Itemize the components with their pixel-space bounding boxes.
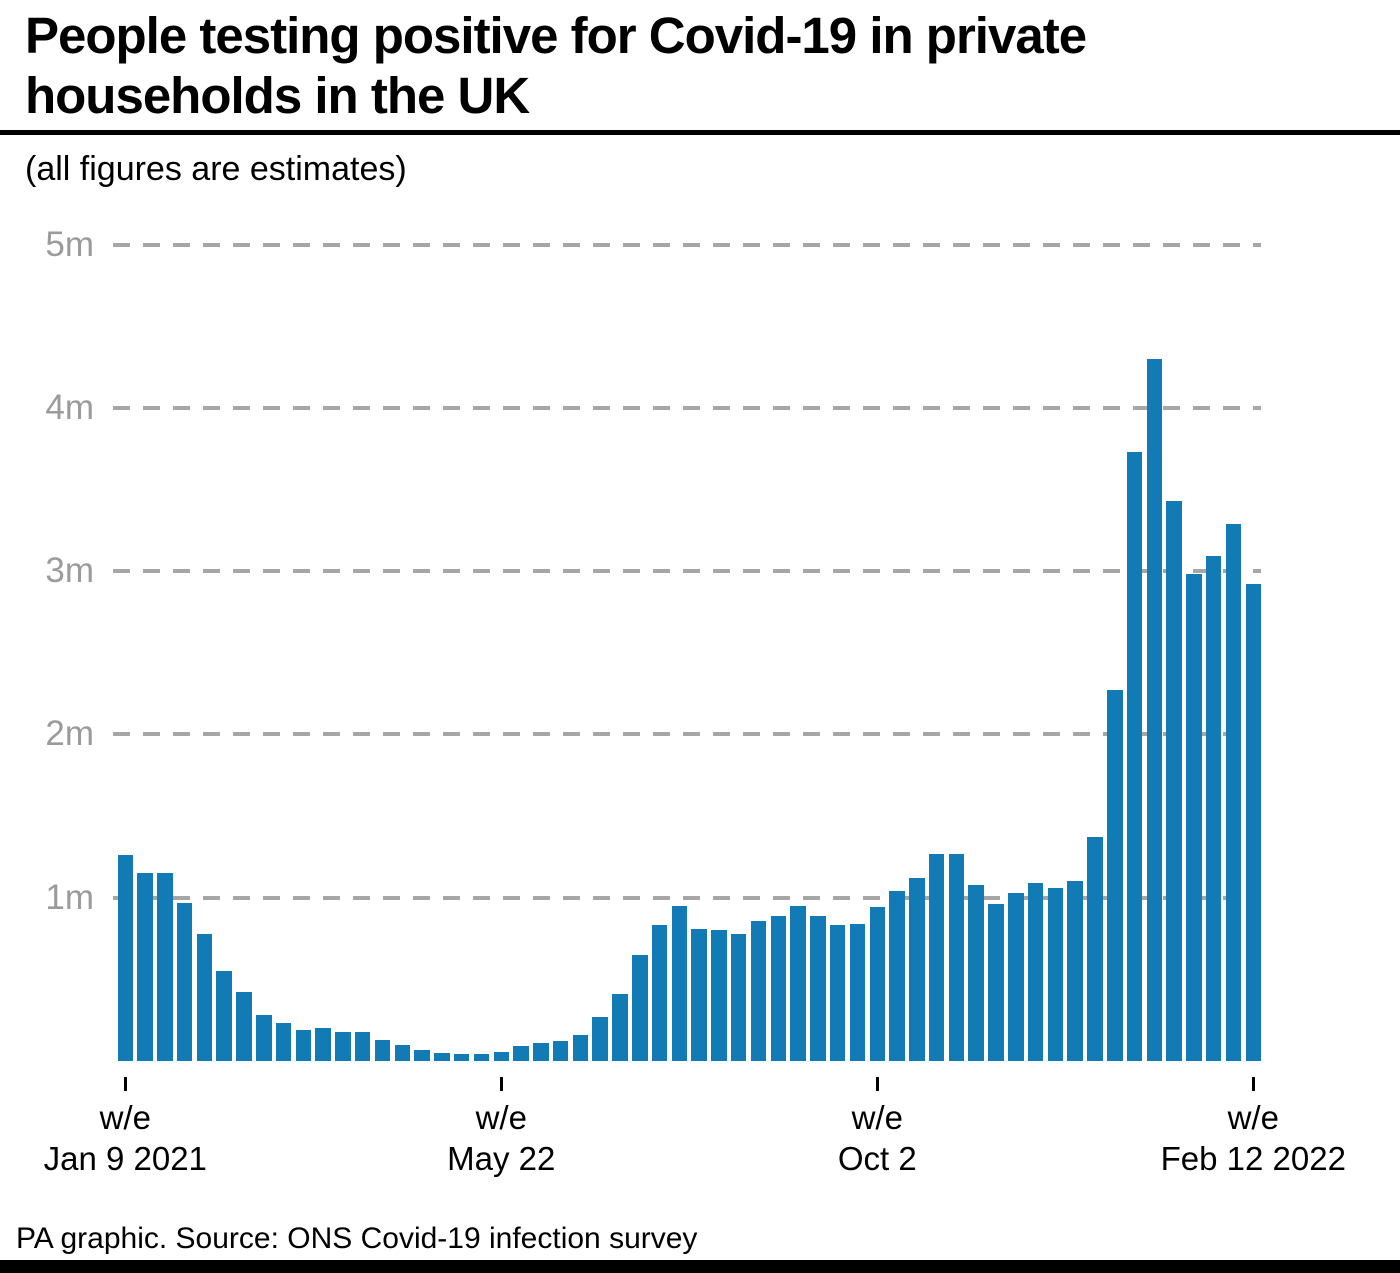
bar-we-Jun-19 (572, 1035, 589, 1061)
gridline-1m (113, 895, 1261, 900)
y-axis-label-5m: 5m (45, 224, 94, 264)
bar-we-Jan-1-2022 (1126, 452, 1143, 1061)
bar-we-Feb-13 (216, 971, 232, 1061)
bar-we-Apr-3 (354, 1032, 371, 1061)
bar-we-Aug-21 (750, 921, 767, 1061)
x-axis-label-we-prefix: w/e (99, 1099, 151, 1136)
y-axis-label-4m: 4m (45, 387, 94, 427)
bar-we-Feb-12 (1245, 584, 1262, 1061)
bar-we-Jan-23 (157, 873, 173, 1061)
bar-we-Dec-11 (1067, 881, 1083, 1061)
bottom-border-bar (0, 1260, 1400, 1273)
x-axis-label-Oct-2: w/e Oct 2 (838, 1097, 917, 1179)
bar-we-May-29 (513, 1046, 529, 1061)
bar-we-May-1 (434, 1053, 450, 1061)
bar-we-May-15 (473, 1054, 490, 1061)
y-axis-label-2m: 2m (45, 714, 94, 754)
bar-we-Apr-24 (414, 1050, 430, 1061)
bar-we-Nov-27 (1027, 883, 1044, 1061)
chart-title-line1: People testing positive for Covid-19 in … (25, 7, 1087, 64)
gridline-2m (113, 732, 1261, 737)
bar-we-Aug-28 (770, 916, 787, 1061)
bar-we-Oct-23 (928, 854, 945, 1061)
bar-we-Mar-20 (315, 1028, 331, 1061)
bar-we-Jun-26 (592, 1017, 608, 1061)
y-axis-label-3m: 3m (45, 551, 94, 591)
bar-we-Mar-13 (295, 1030, 312, 1061)
x-axis-label-Jan-9-2021: w/e Jan 9 2021 (44, 1097, 207, 1179)
bar-we-Aug-7 (711, 930, 727, 1061)
x-axis-label-date: May 22 (447, 1140, 556, 1177)
x-axis-label-date: Feb 12 2022 (1160, 1140, 1346, 1177)
bar-we-Jul-17 (651, 925, 668, 1061)
bar-we-Apr-10 (374, 1040, 391, 1061)
bar-we-Dec-4 (1047, 888, 1064, 1061)
x-axis-label-May-22: w/e May 22 (447, 1097, 555, 1179)
bar-we-Jul-31 (691, 929, 707, 1061)
bar-we-Jul-3 (612, 994, 628, 1061)
bar-we-Jun-12 (552, 1041, 569, 1061)
bar-we-Jan-30 (176, 903, 193, 1061)
bar-we-May-22 (493, 1052, 509, 1061)
title-divider-rule (0, 130, 1400, 135)
bar-we-Mar-6 (275, 1023, 292, 1061)
bar-we-Feb-27 (256, 1015, 272, 1061)
bar-we-Oct-16 (909, 878, 925, 1061)
bar-we-Nov-6 (968, 885, 984, 1061)
bar-we-Jul-24 (671, 906, 688, 1061)
chart-title-line2: households in the UK (25, 67, 530, 124)
bar-we-Aug-14 (730, 934, 747, 1061)
bar-we-Jan-29 (1205, 556, 1222, 1061)
chart-title: People testing positive for Covid-19 in … (25, 6, 1305, 126)
x-axis-label-date: Oct 2 (837, 1140, 917, 1177)
bar-we-Sep-25 (849, 924, 866, 1061)
gridline-5m (113, 242, 1261, 247)
x-axis-tick-Feb-12-2022 (1251, 1077, 1255, 1091)
bar-we-Jan-22 (1186, 574, 1202, 1061)
chart-subtitle: (all figures are estimates) (25, 150, 407, 188)
x-axis-label-date: Jan 9 2021 (43, 1140, 207, 1177)
x-axis-tick-May-22 (499, 1077, 503, 1091)
bar-we-Oct-30 (948, 854, 965, 1061)
bar-we-Feb-6 (196, 934, 213, 1061)
x-axis-tick-Oct-2 (875, 1077, 879, 1091)
bar-we-Oct-2 (869, 907, 886, 1061)
bar-we-Jun-5 (533, 1043, 549, 1061)
x-axis-tick-Jan-9-2021 (123, 1077, 127, 1091)
bar-we-Dec-25 (1107, 690, 1123, 1061)
bar-we-Sep-4 (790, 906, 806, 1061)
x-axis-label-we-prefix: w/e (851, 1099, 903, 1136)
bar-we-Dec-18 (1087, 837, 1103, 1061)
bar-we-Feb-5 (1225, 524, 1242, 1061)
bar-we-Mar-27 (335, 1032, 351, 1061)
x-axis-label-we-prefix: w/e (1227, 1099, 1279, 1136)
bar-we-May-8 (453, 1054, 470, 1061)
bar-we-Jan-9-2021 (117, 855, 133, 1061)
bar-we-Apr-17 (394, 1045, 411, 1061)
bar-we-Jan-15 (1166, 501, 1182, 1061)
bar-we-Feb-20 (236, 992, 252, 1061)
gridline-3m (113, 569, 1261, 574)
bar-we-Jul-10 (632, 955, 648, 1061)
x-axis-label-we-prefix: w/e (475, 1099, 527, 1136)
bar-we-Nov-20 (1008, 893, 1024, 1061)
bar-we-Sep-11 (810, 916, 826, 1061)
bar-we-Jan-8 (1146, 359, 1163, 1061)
bar-we-Sep-18 (829, 925, 846, 1061)
x-axis-label-Feb-12-2022: w/e Feb 12 2022 (1161, 1097, 1346, 1179)
bar-we-Jan-16 (137, 873, 153, 1061)
bar-we-Nov-13 (988, 904, 1004, 1061)
y-axis-label-1m: 1m (45, 877, 94, 917)
bar-we-Oct-9 (889, 891, 905, 1061)
source-credit: PA graphic. Source: ONS Covid-19 infecti… (16, 1222, 698, 1255)
gridline-4m (113, 405, 1261, 410)
